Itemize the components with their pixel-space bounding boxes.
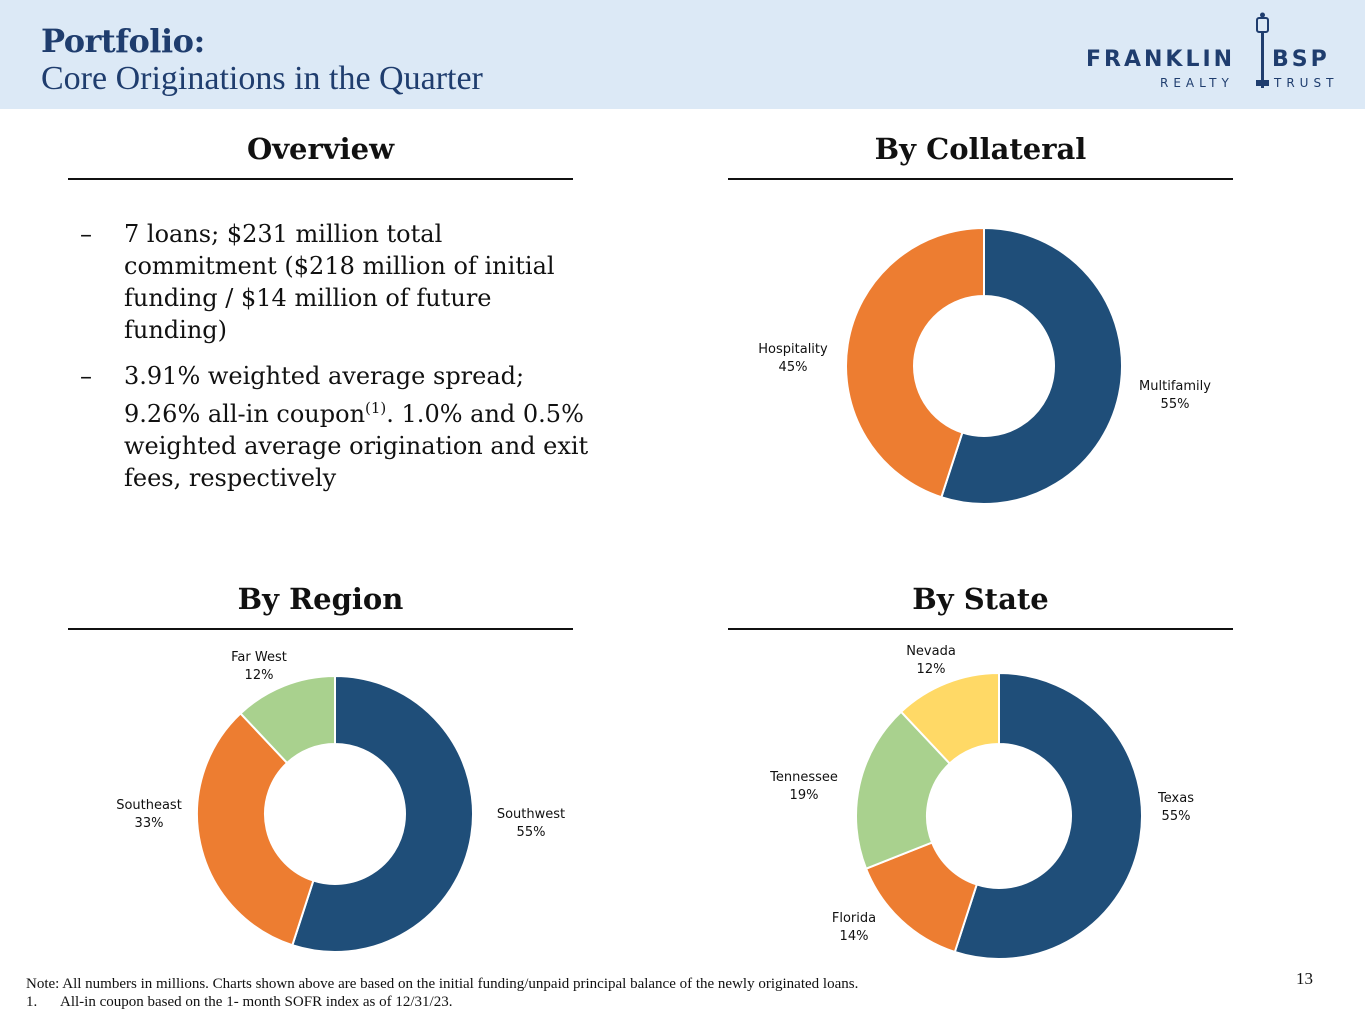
donut-slice-texas (953, 671, 1143, 960)
footnote-area: Note: All numbers in millions. Charts sh… (26, 975, 858, 1011)
logo-bsp: BSP (1272, 47, 1330, 72)
section-rule-collateral (728, 178, 1233, 180)
donut-slice-southwest (291, 674, 474, 953)
footnote-text: All-in coupon based on the 1- month SOFR… (60, 994, 453, 1010)
bullet-dash: – (80, 362, 92, 390)
section-rule-state (728, 628, 1233, 630)
slice-category-label: Nevada (906, 644, 956, 659)
state-donut-chart: Texas 55% Florida 14% Tennessee 19% Nevada 12% (769, 644, 1194, 960)
donut-slice-southeast (196, 711, 315, 947)
section-title-state: By State (912, 582, 1049, 616)
header-band: Portfolio: Core Originations in the Quar… (0, 0, 1365, 109)
bullet-dash: – (80, 220, 92, 248)
slice-category-label: Multifamily (1139, 379, 1211, 394)
slice-percent-label: 55% (1162, 809, 1191, 824)
slice-percent-label: 12% (245, 668, 274, 683)
overview-list: – 7 loans; $231 million total commitment… (80, 218, 600, 508)
slice-category-label: Texas (1157, 791, 1194, 806)
section-title-overview: Overview (246, 132, 395, 166)
lamp-post-icon (1256, 12, 1269, 88)
section-rule-overview (68, 178, 573, 180)
slice-category-label: Southeast (116, 798, 182, 813)
slice-percent-label: 14% (840, 929, 869, 944)
overview-bullet: – 3.91% weighted average spread; 9.26% a… (80, 360, 600, 494)
donut-slice-multifamily (940, 226, 1123, 505)
donut-slice-tennessee (855, 710, 952, 870)
slice-percent-label: 12% (917, 662, 946, 677)
slice-percent-label: 45% (779, 360, 808, 375)
slice-category-label: Tennessee (769, 770, 838, 785)
footnote-number: 1. (26, 994, 38, 1010)
page-subtitle: Core Originations in the Quarter (41, 60, 483, 97)
overview-bullet-text-before: 3.91% weighted average spread; 9.26% all… (124, 362, 525, 428)
donut-slice-far-west (239, 674, 336, 765)
slice-percent-label: 55% (1161, 397, 1190, 412)
donut-slice-nevada (899, 671, 1000, 765)
franklin-bsp-logo: FRANKLIN BSP REALTY TRUST (1084, 10, 1354, 92)
page-number: 13 (1296, 969, 1313, 988)
region-donut-chart: Southwest 55% Southeast 33% Far West 12% (116, 650, 565, 953)
overview-bullet-text: 7 loans; $231 million total commitment (… (124, 220, 555, 344)
overview-bullet-text-after: . 1.0% and 0.5% weighted average origina… (124, 400, 589, 492)
section-rule-region (68, 628, 573, 630)
footnote-1: 1. All-in coupon based on the 1- month SO… (26, 993, 858, 1011)
footnote-marker: (1) (365, 399, 387, 417)
slice-category-label: Far West (231, 650, 287, 665)
collateral-donut-chart: Multifamily 55% Hospitality 45% (758, 226, 1211, 505)
section-title-region: By Region (237, 582, 404, 616)
slice-percent-label: 19% (790, 788, 819, 803)
overview-bullet: – 7 loans; $231 million total commitment… (80, 218, 600, 346)
slice-category-label: Hospitality (758, 342, 828, 357)
slice-percent-label: 55% (517, 825, 546, 840)
donut-slice-hospitality (845, 226, 985, 499)
slice-category-label: Southwest (497, 807, 565, 822)
logo-trust: TRUST (1274, 76, 1339, 90)
logo-realty: REALTY (1160, 76, 1234, 90)
slice-category-label: Florida (832, 911, 876, 926)
footnote-note: Note: All numbers in millions. Charts sh… (26, 976, 859, 992)
logo-franklin: FRANKLIN (1086, 47, 1236, 72)
page-title: Portfolio: (41, 22, 205, 60)
slice-percent-label: 33% (135, 816, 164, 831)
section-title-collateral: By Collateral (874, 132, 1087, 166)
